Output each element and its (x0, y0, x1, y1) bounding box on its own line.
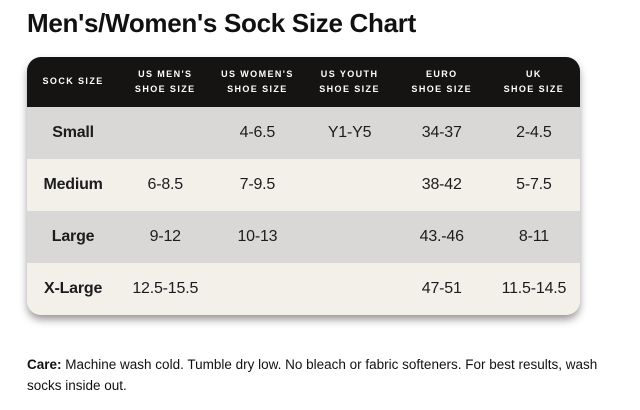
cell-us-mens: 9-12 (149, 228, 181, 245)
cell-size: X-Large (43, 280, 103, 297)
cell-us-womens: 7-9.5 (239, 176, 276, 193)
cell-us-womens: 10-13 (237, 228, 278, 245)
table-row-medium: Medium 6-8.5 7-9.5 38-42 5-7.5 (27, 159, 580, 211)
table-header-row: SOCK SIZE US MEN'S SHOE SIZE US WOMEN'S … (27, 57, 580, 107)
column-header-us-womens: US WOMEN'S SHOE SIZE (221, 68, 294, 94)
page-title: Men's/Women's Sock Size Chart (27, 8, 416, 38)
cell-us-mens: 12.5-15.5 (132, 280, 199, 297)
cell-uk: 11.5-14.5 (501, 280, 567, 297)
care-note: Care: Machine wash cold. Tumble dry low.… (27, 355, 623, 397)
cell-euro: 38-42 (421, 176, 462, 193)
table-row-x-large: X-Large 12.5-15.5 47-51 11.5-14.5 (27, 263, 580, 315)
cell-uk: 5-7.5 (516, 176, 552, 193)
table-row-large: Large 9-12 10-13 43.-46 8-11 (27, 211, 580, 263)
cell-us-youth: Y1-Y5 (327, 124, 372, 141)
cell-uk: 8-11 (518, 228, 549, 245)
care-label: Care: (27, 357, 62, 372)
table-row-small: Small 4-6.5 Y1-Y5 34-37 2-4.5 (27, 107, 580, 159)
cell-euro: 34-37 (421, 124, 462, 141)
cell-us-womens: 4-6.5 (239, 124, 276, 141)
sock-size-table: SOCK SIZE US MEN'S SHOE SIZE US WOMEN'S … (27, 57, 580, 315)
cell-euro: 47-51 (421, 280, 462, 297)
cell-euro: 43.-46 (419, 228, 464, 245)
column-header-us-youth: US YOUTH SHOE SIZE (319, 68, 380, 94)
cell-size: Large (51, 228, 95, 245)
column-header-euro: EURO SHOE SIZE (411, 68, 473, 94)
cell-uk: 2-4.5 (516, 124, 552, 141)
column-header-us-mens: US MEN'S SHOE SIZE (134, 68, 196, 94)
cell-size: Medium (43, 176, 103, 193)
column-header-sock-size: SOCK SIZE (42, 76, 104, 87)
cell-size: Small (52, 124, 94, 141)
cell-us-mens: 6-8.5 (147, 176, 184, 193)
care-text: Machine wash cold. Tumble dry low. No bl… (27, 357, 598, 393)
column-header-uk: UK SHOE SIZE (503, 68, 565, 94)
